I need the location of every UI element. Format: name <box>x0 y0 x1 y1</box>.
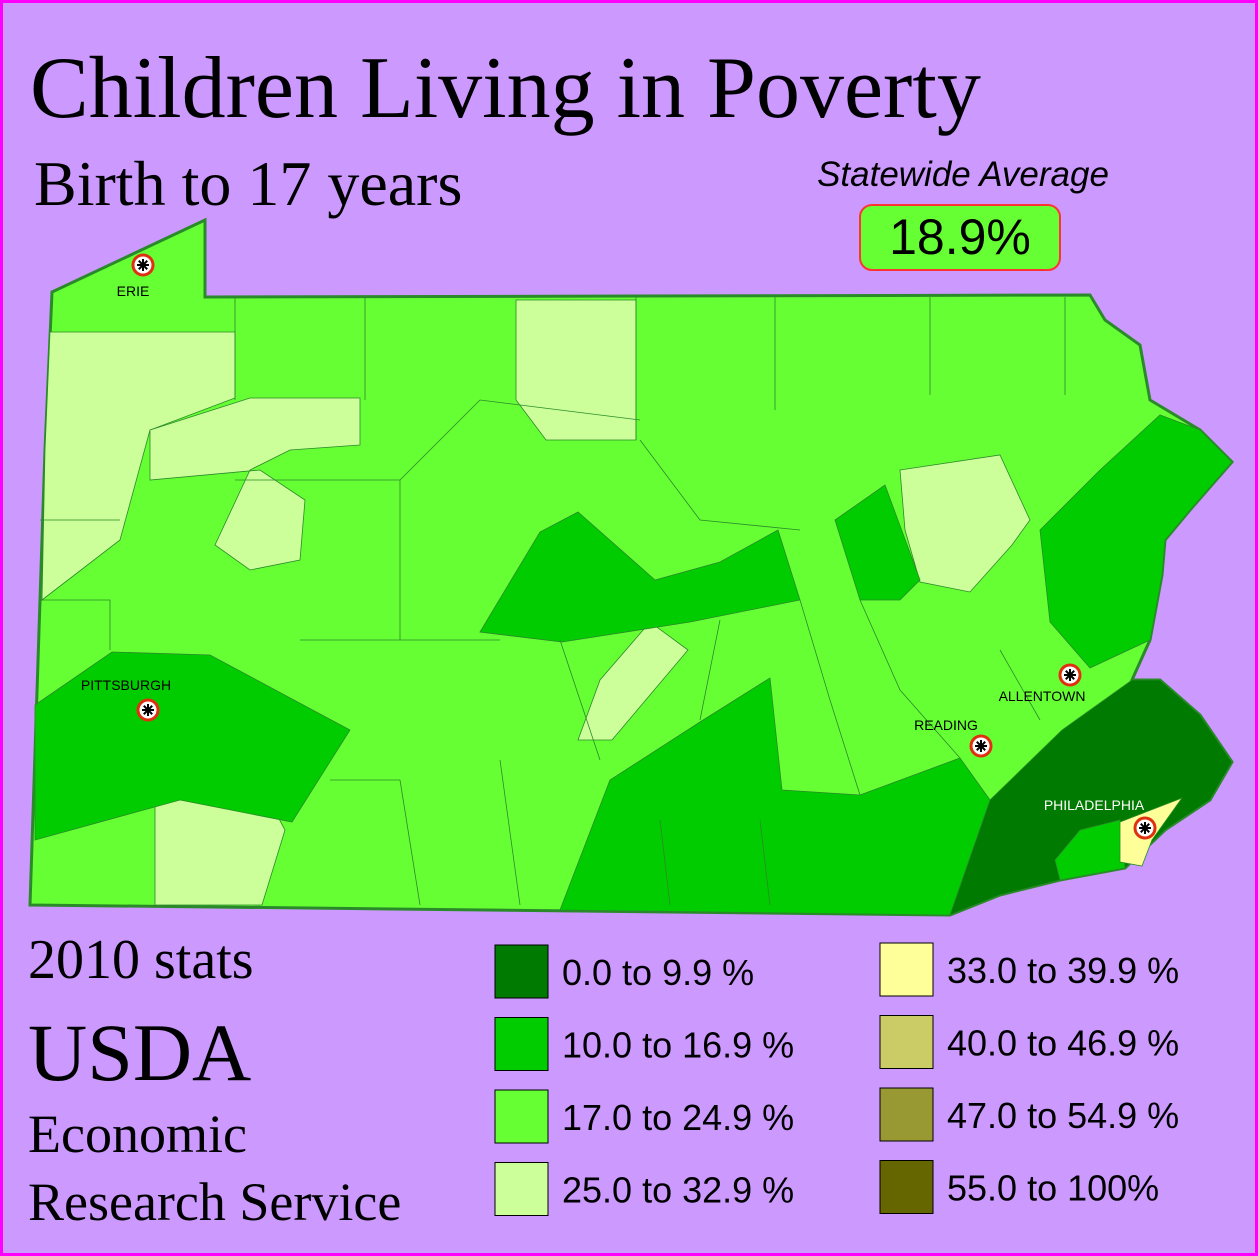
title: Children Living in Poverty <box>30 40 981 137</box>
city-star <box>1064 669 1076 681</box>
average-label: Statewide Average <box>817 155 1109 194</box>
legend-label: 17.0 to 24.9 % <box>562 1097 794 1138</box>
legend-label: 0.0 to 9.9 % <box>562 952 754 993</box>
legend-swatch <box>494 1162 549 1216</box>
region <box>1039 414 1233 669</box>
city-star <box>137 259 149 271</box>
region <box>577 621 689 741</box>
legend-swatch <box>879 1087 934 1142</box>
average-value: 18.9% <box>889 209 1031 265</box>
region <box>34 651 351 841</box>
map <box>28 217 1235 917</box>
source-line: Economic <box>28 1104 247 1164</box>
legend-label: 10.0 to 16.9 % <box>562 1025 794 1066</box>
city-label: PHILADELPHIA <box>1044 797 1145 813</box>
city-star <box>1139 822 1151 834</box>
region <box>479 511 801 643</box>
city-label: ALLENTOWN <box>999 688 1086 704</box>
legend-swatch <box>879 1015 934 1069</box>
cities: ERIE PITTSBURGH ALLENTOWN READING PHILADELPH… <box>81 253 1157 840</box>
region <box>834 484 921 601</box>
region <box>149 397 361 571</box>
city-star <box>142 704 154 716</box>
legend-swatch <box>879 942 934 997</box>
region <box>515 299 637 441</box>
city-label: PITTSBURGH <box>81 677 171 693</box>
subtitle: Birth to 17 years <box>34 148 462 219</box>
legend-swatch <box>494 1089 549 1144</box>
city-label: ERIE <box>117 283 150 299</box>
legend: 0.0 to 9.9 % 10.0 to 16.9 % 17.0 to 24.9 %… <box>494 942 1179 1216</box>
county-lines <box>40 297 1066 906</box>
source-line: Research Service <box>28 1172 401 1232</box>
legend-label: 33.0 to 39.9 % <box>947 950 1179 991</box>
region <box>899 454 1031 593</box>
source-line: USDA <box>28 1007 251 1098</box>
city-label: READING <box>914 717 978 733</box>
legend-swatch <box>494 944 549 999</box>
legend-label: 40.0 to 46.9 % <box>947 1023 1179 1064</box>
legend-swatch <box>879 1160 934 1214</box>
legend-label: 47.0 to 54.9 % <box>947 1095 1179 1136</box>
legend-label: 55.0 to 100% <box>947 1168 1159 1209</box>
city-star <box>975 740 987 752</box>
legend-label: 25.0 to 32.9 % <box>562 1170 794 1211</box>
source-line: 2010 stats <box>28 929 254 991</box>
legend-swatch <box>494 1017 549 1071</box>
average-box <box>859 204 1061 271</box>
